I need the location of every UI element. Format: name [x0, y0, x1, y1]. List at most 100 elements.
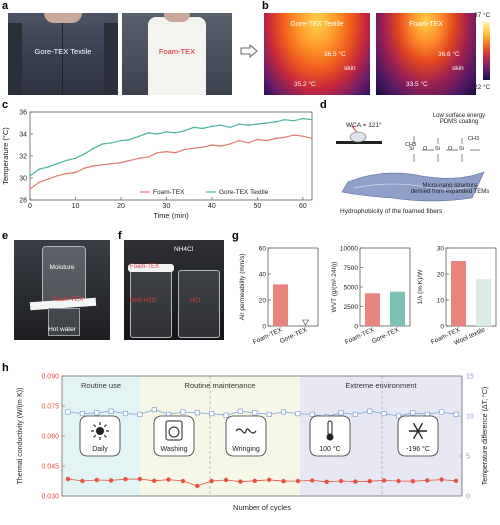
series-point [152, 407, 156, 411]
series-point [166, 477, 170, 481]
y-axis-label: Temperature (°C) [1, 127, 10, 185]
y-tick-label: 34 [19, 132, 27, 139]
y-tick-label: 2500 [344, 304, 359, 311]
colorbar-max-label: 37 °C [474, 12, 490, 19]
gore-tex-jacket-photo: Gore-TEX Textile [8, 13, 118, 95]
series-point [293, 134, 295, 136]
y-tick-label-right: 15 [466, 374, 474, 381]
series-point [75, 157, 77, 159]
y-tick-label: 28 [19, 198, 27, 205]
series-point [238, 409, 242, 413]
series-point [147, 132, 149, 134]
series-point [396, 479, 400, 483]
series-point [157, 133, 159, 135]
y-tick-label-left: 0.030 [41, 494, 59, 501]
legend-label: Foam-TEX [153, 189, 185, 196]
wvt-chart: 025005000750010000WVT (g/(m²·24h))Foam-T… [330, 238, 414, 350]
wringing-icon: Wringing [226, 416, 266, 456]
series-point [211, 144, 213, 146]
series-point [224, 413, 228, 417]
thermal-skin-temp-foam-tex: 36.6 °C [438, 51, 460, 58]
icon-label: 100 °C [319, 445, 340, 453]
series-point [66, 410, 70, 414]
series-point [311, 119, 313, 121]
series-point [281, 479, 285, 483]
y-tick-label: 32 [19, 154, 27, 161]
y-tick-label: 36 [19, 110, 27, 117]
y-tick-label: 0 [354, 324, 358, 331]
series-point [47, 178, 49, 180]
foam-tex-vest-photo: Foam-TEX [122, 13, 232, 95]
series-point [281, 410, 285, 414]
series-point [75, 172, 77, 174]
series-point [324, 480, 328, 484]
zero-marker [303, 320, 309, 325]
arrow-icon [240, 44, 258, 58]
sun-core [96, 427, 104, 435]
series-point [266, 140, 268, 142]
bar [273, 284, 288, 326]
series-point [66, 477, 70, 481]
series-point [138, 412, 142, 416]
x-tick-label: Foam-TEX [344, 326, 376, 346]
series-point [29, 175, 31, 177]
thermal-fabric-temp-foam-tex: 33.5 °C [406, 81, 428, 88]
series-point [129, 139, 131, 141]
series-point [84, 167, 86, 169]
series-point [123, 411, 127, 415]
series-point [238, 140, 240, 142]
series-point [257, 123, 259, 125]
x-tick-label: Foam-TEX [252, 326, 284, 346]
series-point [38, 182, 40, 184]
thermal-title-foam-tex: Foam-TEX [376, 21, 476, 28]
hcl-label: HCl [190, 298, 200, 304]
snowflake-icon: -196 °C [398, 416, 438, 456]
x-tick-label: Gore-TEX [371, 326, 401, 345]
series-point [210, 479, 214, 483]
series-point [211, 126, 213, 128]
chem-o-1: O [423, 146, 427, 152]
series-point [220, 145, 222, 147]
series-point [80, 479, 84, 483]
series-point [296, 479, 300, 483]
series-point [224, 478, 228, 482]
water-droplet [350, 132, 366, 142]
series-point [311, 138, 313, 140]
series-point [157, 152, 159, 154]
series-point [411, 479, 415, 483]
series-point [95, 478, 99, 482]
y-tick-label: 60 [259, 246, 267, 253]
series-point [138, 157, 140, 159]
y-tick-label: 20 [259, 298, 267, 305]
series-point [95, 411, 99, 415]
panel-label-a: a [2, 0, 8, 12]
bar [476, 279, 491, 326]
series-point [181, 410, 185, 414]
series-point [339, 411, 343, 415]
icon-label: Washing [161, 446, 188, 453]
series-point [302, 118, 304, 120]
series-point [166, 131, 168, 133]
washing-machine-icon: Washing [154, 416, 194, 456]
structure-line-2: derived from expanded TEMs [404, 189, 496, 195]
foam-tex-label-f: Foam-TEX [130, 264, 159, 270]
series-point [195, 411, 199, 415]
y-axis-label: 1/λ (m·K)/W [417, 269, 424, 305]
thermo-bulb [327, 434, 334, 441]
series-point [368, 409, 372, 413]
series-point [296, 411, 300, 415]
thermal-fabric-temp-gore-tex: 35.2 °C [294, 81, 316, 88]
series-point [102, 164, 104, 166]
legend-label: Gore-TEX Textile [219, 189, 269, 196]
series-point [267, 412, 271, 416]
series-point [353, 412, 357, 416]
y-tick-label: 20 [437, 272, 445, 279]
series-point [102, 143, 104, 145]
y-axis-label: Air permeability (mm/s) [239, 254, 246, 321]
series-point [123, 477, 127, 481]
durability-chart: Routine use Routine maintenance Extreme en… [0, 368, 500, 525]
y-tick-label: 0 [262, 324, 266, 331]
series-point [382, 411, 386, 415]
x-tick-label: 40 [208, 203, 216, 210]
series-point [439, 477, 443, 481]
